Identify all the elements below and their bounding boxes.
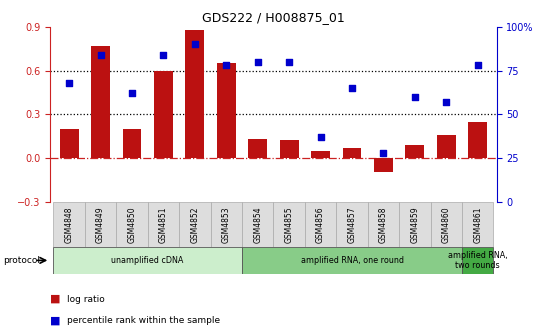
- Text: GSM4861: GSM4861: [473, 206, 482, 243]
- Bar: [217, 63, 235, 158]
- Bar: [406, 145, 424, 158]
- Point: [316, 134, 325, 140]
- Text: ■: ■: [50, 294, 61, 304]
- Bar: [116, 202, 148, 247]
- Text: protocol: protocol: [3, 256, 40, 265]
- Text: GSM4857: GSM4857: [348, 206, 357, 243]
- Bar: [242, 202, 273, 247]
- Point: [96, 52, 105, 57]
- Bar: [273, 202, 305, 247]
- Bar: [185, 30, 204, 158]
- Bar: [54, 202, 85, 247]
- Text: GSM4850: GSM4850: [127, 206, 137, 243]
- Text: percentile rank within the sample: percentile rank within the sample: [67, 317, 220, 325]
- Bar: [462, 202, 493, 247]
- Bar: [368, 202, 399, 247]
- Point: [348, 85, 357, 91]
- Point: [127, 91, 136, 96]
- Bar: [311, 151, 330, 158]
- Bar: [462, 247, 493, 274]
- Bar: [248, 139, 267, 158]
- Point: [65, 80, 74, 85]
- Text: GSM4851: GSM4851: [159, 206, 168, 243]
- Bar: [399, 202, 431, 247]
- Text: GSM4855: GSM4855: [285, 206, 294, 243]
- Bar: [374, 158, 393, 172]
- Text: amplified RNA,
two rounds: amplified RNA, two rounds: [448, 251, 508, 270]
- Point: [253, 59, 262, 65]
- Point: [473, 62, 482, 68]
- Bar: [242, 247, 462, 274]
- Bar: [54, 247, 242, 274]
- Bar: [437, 135, 456, 158]
- Bar: [280, 140, 299, 158]
- Text: GSM4860: GSM4860: [442, 206, 451, 243]
- Title: GDS222 / H008875_01: GDS222 / H008875_01: [202, 11, 345, 24]
- Point: [222, 62, 230, 68]
- Point: [285, 59, 294, 65]
- Text: GSM4852: GSM4852: [190, 206, 199, 243]
- Text: GSM4848: GSM4848: [65, 206, 74, 243]
- Text: amplified RNA, one round: amplified RNA, one round: [301, 256, 403, 265]
- Text: ■: ■: [50, 316, 61, 326]
- Text: GSM4849: GSM4849: [96, 206, 105, 243]
- Text: GSM4854: GSM4854: [253, 206, 262, 243]
- Point: [379, 150, 388, 155]
- Bar: [431, 202, 462, 247]
- Point: [190, 42, 199, 47]
- Bar: [305, 202, 336, 247]
- Point: [159, 52, 168, 57]
- Bar: [343, 148, 362, 158]
- Bar: [210, 202, 242, 247]
- Point: [411, 94, 420, 99]
- Text: GSM4858: GSM4858: [379, 206, 388, 243]
- Bar: [123, 129, 141, 158]
- Point: [442, 99, 451, 105]
- Bar: [179, 202, 210, 247]
- Bar: [60, 129, 79, 158]
- Bar: [468, 122, 487, 158]
- Bar: [148, 202, 179, 247]
- Bar: [336, 202, 368, 247]
- Bar: [154, 71, 173, 158]
- Text: GSM4856: GSM4856: [316, 206, 325, 243]
- Bar: [91, 46, 110, 158]
- Text: log ratio: log ratio: [67, 295, 105, 303]
- Bar: [85, 202, 116, 247]
- Text: GSM4859: GSM4859: [410, 206, 420, 243]
- Text: unamplified cDNA: unamplified cDNA: [112, 256, 184, 265]
- Text: GSM4853: GSM4853: [222, 206, 231, 243]
